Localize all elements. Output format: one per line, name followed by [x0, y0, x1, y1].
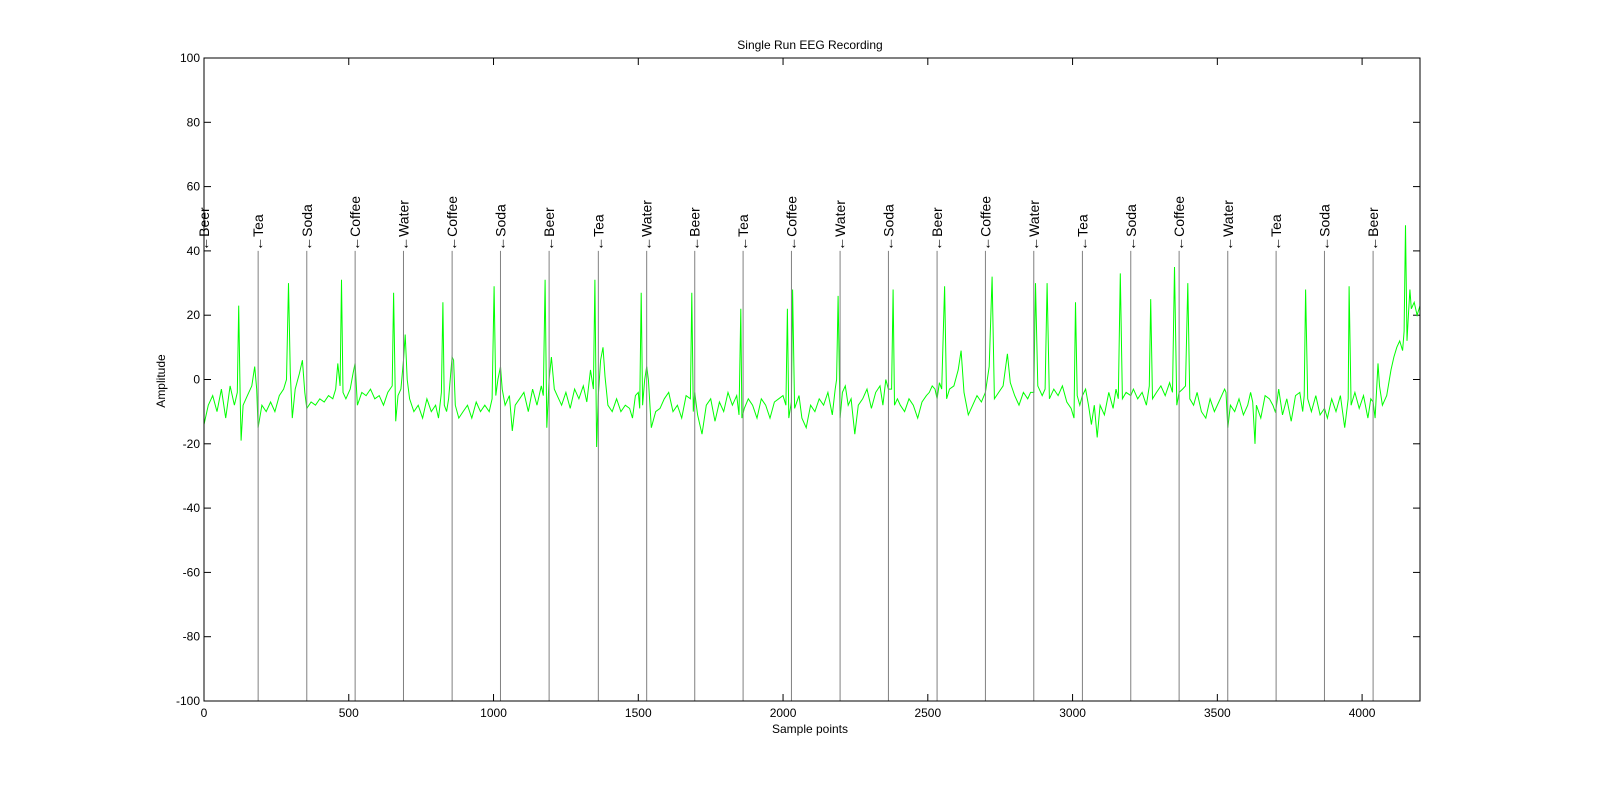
y-tick-label: -20	[183, 437, 201, 451]
y-tick-label: 20	[187, 308, 201, 322]
chart-title: Single Run EEG Recording	[737, 38, 882, 52]
event-marker-label: ←Water	[639, 200, 655, 251]
event-marker-label: ←Soda	[1316, 204, 1332, 251]
axes-box	[203, 57, 1421, 702]
y-tick-label: 80	[187, 115, 201, 129]
event-marker-label: ←Beer	[1365, 207, 1381, 251]
event-marker-label: ←Soda	[1123, 204, 1139, 251]
event-marker-label: ←Tea	[735, 214, 751, 251]
y-tick-label: 100	[180, 51, 200, 65]
event-marker-label: ←Beer	[687, 207, 703, 251]
event-marker-label: ←Soda	[492, 204, 508, 251]
x-tick-label: 500	[339, 706, 359, 720]
event-marker-label: ←Water	[832, 200, 848, 251]
y-tick-label: 0	[193, 373, 200, 387]
x-tick-label: 3500	[1204, 706, 1231, 720]
event-marker-label: ←Tea	[590, 214, 606, 251]
y-tick-label: 40	[187, 244, 201, 258]
x-tick-label: 1500	[625, 706, 652, 720]
event-marker-label: ←Soda	[299, 204, 315, 251]
y-tick-label: 60	[187, 180, 201, 194]
y-axis-label: Amplitude	[154, 354, 168, 408]
x-tick-label: 1000	[480, 706, 507, 720]
y-tick-label: -100	[176, 694, 200, 708]
y-tick-label: -40	[183, 501, 201, 515]
x-tick-label: 2500	[914, 706, 941, 720]
event-marker-label: ←Beer	[541, 207, 557, 251]
event-marker-label: ←Coffee	[444, 196, 460, 251]
x-tick-label: 3000	[1059, 706, 1086, 720]
event-marker-label: ←Coffee	[977, 196, 993, 251]
event-marker-label: ←Tea	[1268, 214, 1284, 251]
x-tick-label: 0	[201, 706, 208, 720]
event-marker-label: ←Coffee	[347, 196, 363, 251]
x-tick-label: 2000	[770, 706, 797, 720]
y-tick-label: -60	[183, 565, 201, 579]
event-marker-label: ←Tea	[1074, 214, 1090, 251]
event-marker-label: ←Soda	[880, 204, 896, 251]
event-marker-label: ←Tea	[250, 214, 266, 251]
x-tick-label: 4000	[1349, 706, 1376, 720]
eeg-signal-line	[203, 225, 1421, 448]
event-marker-label: ←Beer	[929, 207, 945, 251]
event-marker-label: ←Water	[1220, 200, 1236, 251]
event-marker-label: ←Coffee	[1171, 196, 1187, 251]
event-marker-label: ←Water	[1026, 200, 1042, 251]
y-tick-label: -80	[183, 630, 201, 644]
event-marker-label: ←Water	[395, 200, 411, 251]
event-marker-label: ←Coffee	[783, 196, 799, 251]
x-axis-label: Sample points	[772, 722, 848, 736]
